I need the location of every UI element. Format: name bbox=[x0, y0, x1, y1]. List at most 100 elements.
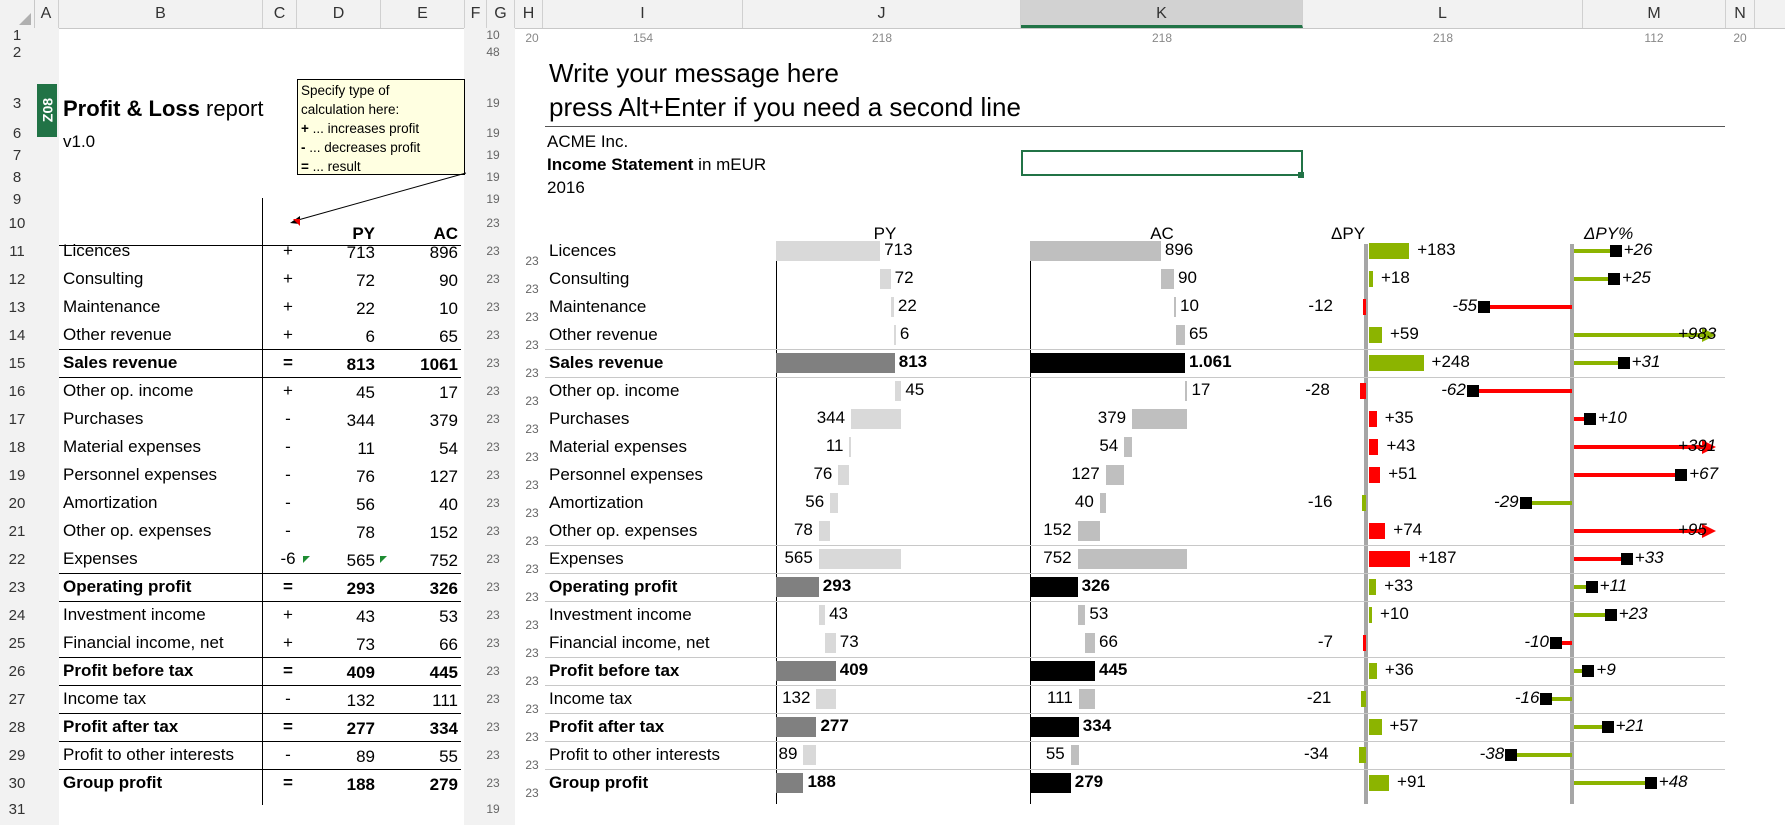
py-bar bbox=[776, 577, 819, 597]
right-row-label: Operating profit bbox=[549, 577, 678, 596]
py-bar bbox=[830, 493, 839, 513]
column-header-j[interactable]: J bbox=[743, 0, 1021, 28]
left-header-ac: AC bbox=[433, 224, 458, 243]
ac-bar bbox=[1078, 689, 1095, 709]
py-value-label: 277 bbox=[820, 716, 849, 735]
row-header-6[interactable]: 6 bbox=[12, 125, 22, 142]
column-header-m[interactable]: M bbox=[1583, 0, 1726, 28]
delta-pct-stem bbox=[1546, 697, 1572, 701]
message-line-1[interactable]: Write your message here bbox=[549, 58, 839, 88]
fill-handle[interactable] bbox=[1298, 172, 1304, 178]
row-header-18[interactable]: 18 bbox=[8, 439, 26, 456]
row-header-28[interactable]: 28 bbox=[8, 719, 26, 736]
row-header-14[interactable]: 14 bbox=[8, 327, 26, 344]
row-header-27[interactable]: 27 bbox=[8, 691, 26, 708]
delta-py-label: -12 bbox=[1308, 296, 1333, 315]
py-bar bbox=[776, 717, 817, 737]
statement-title: Income Statement in mEUR bbox=[547, 155, 766, 175]
delta-pct-stem bbox=[1574, 529, 1704, 533]
py-value-label: 72 bbox=[894, 268, 914, 287]
delta-pct-marker bbox=[1617, 357, 1630, 369]
delta-pct-stem bbox=[1574, 557, 1627, 561]
right-separator bbox=[545, 657, 1725, 658]
left-row-label: Investment income bbox=[63, 605, 206, 624]
delta-pct-stem bbox=[1574, 473, 1682, 477]
py-value-label: 409 bbox=[839, 660, 869, 679]
row-header-25[interactable]: 25 bbox=[8, 635, 26, 652]
row-header-3[interactable]: 3 bbox=[12, 95, 22, 112]
row-header-20[interactable]: 20 bbox=[8, 495, 26, 512]
left-separator bbox=[59, 769, 461, 770]
delta-pct-axis bbox=[1570, 244, 1574, 804]
row-height-label: 23 bbox=[486, 300, 500, 314]
left-row-label: Profit after tax bbox=[63, 717, 179, 736]
row-header-23[interactable]: 23 bbox=[8, 579, 26, 596]
row-header-16[interactable]: 16 bbox=[8, 383, 26, 400]
left-row-py: 78 bbox=[356, 523, 375, 542]
column-header-c[interactable]: C bbox=[263, 0, 297, 28]
row-header-9[interactable]: 9 bbox=[12, 191, 22, 208]
column-header-k[interactable]: K bbox=[1021, 0, 1303, 28]
ac-value-label: 90 bbox=[1178, 268, 1197, 287]
row-height-label: 23 bbox=[525, 506, 539, 520]
row-header-21[interactable]: 21 bbox=[8, 523, 26, 540]
row-header-29[interactable]: 29 bbox=[8, 747, 26, 764]
row-header-2[interactable]: 2 bbox=[12, 44, 22, 61]
column-header-h[interactable]: H bbox=[515, 0, 543, 28]
column-header-e[interactable]: E bbox=[381, 0, 465, 28]
row-header-12[interactable]: 12 bbox=[8, 271, 26, 288]
left-separator bbox=[59, 657, 461, 658]
left-row-ac: 127 bbox=[429, 467, 458, 486]
row-height-label: 23 bbox=[525, 786, 539, 800]
delta-pct-stem bbox=[1574, 781, 1651, 785]
row-header-8[interactable]: 8 bbox=[12, 169, 22, 186]
row-header-19[interactable]: 19 bbox=[8, 467, 26, 484]
delta-pct-label: +9 bbox=[1596, 660, 1616, 679]
delta-py-bar bbox=[1358, 747, 1366, 763]
ac-bar bbox=[1085, 633, 1095, 653]
row-height-label: 23 bbox=[486, 664, 500, 678]
row-header-17[interactable]: 17 bbox=[8, 411, 26, 428]
right-header-py: PY bbox=[873, 224, 897, 243]
left-row-operator: + bbox=[283, 269, 293, 288]
left-row-operator: - bbox=[285, 409, 291, 428]
row-header-13[interactable]: 13 bbox=[8, 299, 26, 316]
selected-cell[interactable] bbox=[1021, 150, 1303, 176]
row-header-22[interactable]: 22 bbox=[8, 551, 26, 568]
column-header-n[interactable]: N bbox=[1726, 0, 1755, 28]
row-header-15[interactable]: 15 bbox=[8, 355, 26, 372]
column-header-i[interactable]: I bbox=[543, 0, 743, 28]
column-header-b[interactable]: B bbox=[59, 0, 263, 28]
delta-py-label: -34 bbox=[1303, 744, 1329, 763]
note-line-1: Specify type of bbox=[301, 83, 390, 98]
ac-value-label: 10 bbox=[1180, 296, 1199, 315]
row-header-11[interactable]: 11 bbox=[9, 243, 25, 260]
row-header-26[interactable]: 26 bbox=[8, 663, 26, 680]
column-header-l[interactable]: L bbox=[1303, 0, 1583, 28]
row-header-24[interactable]: 24 bbox=[8, 607, 26, 624]
right-row-label: Profit after tax bbox=[549, 717, 665, 736]
row-header-7[interactable]: 7 bbox=[12, 147, 22, 164]
py-value-label: 73 bbox=[839, 632, 859, 651]
py-bar bbox=[776, 661, 836, 681]
message-line-2[interactable]: press Alt+Enter if you need a second lin… bbox=[549, 92, 1021, 122]
row-height-label: 23 bbox=[525, 562, 539, 576]
left-row-ac: 66 bbox=[439, 635, 458, 654]
column-header-f[interactable]: F bbox=[465, 0, 487, 28]
row-height-label: 19 bbox=[486, 170, 500, 184]
row-header-10[interactable]: 10 bbox=[8, 215, 26, 232]
row-height-label: 23 bbox=[525, 254, 539, 268]
row-header-1[interactable]: 1 bbox=[12, 27, 22, 44]
column-header-d[interactable]: D bbox=[297, 0, 381, 28]
delta-py-bar bbox=[1361, 691, 1366, 707]
row-header-31[interactable]: 31 bbox=[8, 801, 26, 818]
column-width-label: 154 bbox=[632, 31, 654, 45]
column-header-g[interactable]: G bbox=[487, 0, 515, 28]
row-height-label: 23 bbox=[525, 282, 539, 296]
row-height-label: 19 bbox=[486, 148, 500, 162]
row-header-30[interactable]: 30 bbox=[8, 775, 26, 792]
select-all-corner[interactable] bbox=[0, 0, 35, 28]
column-header-a[interactable]: A bbox=[34, 0, 59, 28]
delta-pct-marker bbox=[1601, 721, 1614, 733]
column-width-label: 112 bbox=[1644, 31, 1664, 45]
